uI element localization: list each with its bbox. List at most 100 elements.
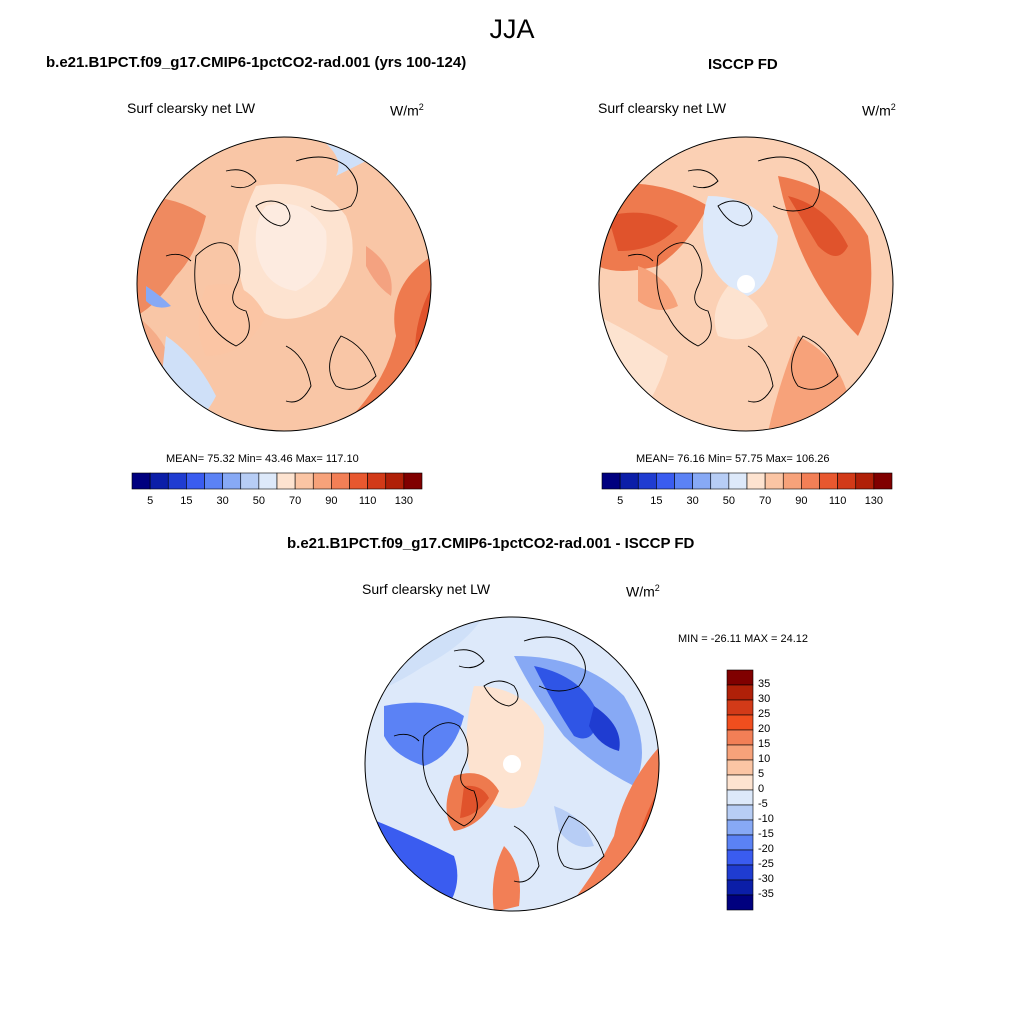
panel-3-colorbar-box xyxy=(726,894,754,911)
panel-1-colorbar-tick-label: 5 xyxy=(147,495,154,507)
panel-1-colorbar-tick-label: 110 xyxy=(358,495,377,507)
panel-3-colorbar-box xyxy=(726,834,754,851)
panel-3-colorbar-tick-label: -30 xyxy=(758,873,774,885)
panel-3-colorbar-box xyxy=(726,774,754,791)
panel-3-colorbar-box xyxy=(726,879,754,896)
panel-2-colorbar xyxy=(601,472,893,490)
panel-2-stats: MEAN= 76.16 Min= 57.75 Max= 106.26 xyxy=(636,453,830,465)
panel-2-colorbar-tick-label: 130 xyxy=(864,495,884,507)
panel-2-colorbar-box xyxy=(637,472,657,490)
panel-1-colorbar-box xyxy=(149,472,169,490)
panel-3-colorbar-tick-label: -20 xyxy=(758,843,774,855)
season-title: JJA xyxy=(489,14,535,44)
panel-3-colorbar-box xyxy=(726,714,754,731)
panel-3-colorbar-box xyxy=(726,864,754,881)
panel-1-subtitle: Surf clearsky net LW xyxy=(127,100,256,116)
panel-1-colorbar xyxy=(131,472,423,490)
panel-1-colorbar-box xyxy=(258,472,278,490)
panel-1-stats: MEAN= 75.32 Min= 43.46 Max= 117.10 xyxy=(166,453,359,465)
panel-2-colorbar-labels: 5 15 30 50 70 90 110 130 xyxy=(602,495,892,509)
panel-1-colorbar-box xyxy=(349,472,368,490)
panel-3-colorbar-tick-label: 0 xyxy=(758,783,765,795)
panel-1-colorbar-tick-label: 15 xyxy=(180,495,193,507)
panel-3-colorbar-tick-label: 10 xyxy=(758,753,771,765)
panel-2-subtitle: Surf clearsky net LW xyxy=(598,100,727,116)
panel-1-colorbar-box xyxy=(403,472,423,490)
panel-3-colorbar-tick-label: 25 xyxy=(758,708,771,720)
panel-3-colorbar-tick-label: -15 xyxy=(758,828,774,840)
panel-3-colorbar-labels: 35 30 25 20 15 10 5 0 -5 -10 -15 -20 -25 -30 -35 xyxy=(758,670,798,910)
panel-2-colorbar-box xyxy=(819,472,838,490)
panel-1-colorbar-tick-label: 30 xyxy=(216,495,229,507)
panel-3-colorbar-box xyxy=(726,819,754,836)
panel-2-colorbar-box xyxy=(692,472,712,490)
panel-1-colorbar-tick-label: 70 xyxy=(289,495,302,507)
panel-2-units: W/m2 xyxy=(862,102,896,119)
panel-3-units: W/m2 xyxy=(626,583,660,600)
panel-1-title: b.e21.B1PCT.f09_g17.CMIP6-1pctCO2-rad.00… xyxy=(46,54,467,71)
panel-3-colorbar-box xyxy=(726,744,754,761)
panel-3-colorbar-box xyxy=(726,849,754,866)
panel-2-colorbar-tick-label: 90 xyxy=(795,495,808,507)
panel-2-colorbar-tick-label: 110 xyxy=(828,495,847,507)
panel-1-colorbar-box xyxy=(186,472,205,490)
panel-2-colorbar-box xyxy=(619,472,639,490)
panel-3-colorbar-box xyxy=(726,729,754,746)
panel-1-colorbar-box xyxy=(167,472,187,490)
panel-2-colorbar-box xyxy=(674,472,693,490)
panel-2-colorbar-tick-label: 30 xyxy=(686,495,699,507)
panel-3-colorbar-tick-label: 20 xyxy=(758,723,771,735)
panel-3-colorbar-tick-label: 5 xyxy=(758,768,765,780)
panel-2-colorbar-box xyxy=(728,472,748,490)
panel-1-colorbar-box xyxy=(294,472,314,490)
panel-2-colorbar-tick-label: 70 xyxy=(759,495,772,507)
panel-1-colorbar-box xyxy=(385,472,405,490)
panel-3-colorbar-tick-label: 15 xyxy=(758,738,771,750)
panel-3-colorbar-tick-label: -35 xyxy=(758,888,774,900)
panel-2-title: ISCCP FD xyxy=(708,56,778,73)
panel-3-colorbar-tick-label: -25 xyxy=(758,858,774,870)
panel-3-subtitle: Surf clearsky net LW xyxy=(362,581,491,597)
panel-3-colorbar-box xyxy=(726,804,754,821)
panel-2-colorbar-box xyxy=(801,472,820,490)
panel-2-colorbar-tick-label: 50 xyxy=(722,495,735,507)
panel-1-colorbar-box xyxy=(276,472,296,490)
panel-1-colorbar-box xyxy=(367,472,387,490)
panel-3-colorbar-box xyxy=(726,684,754,701)
panel-2-colorbar-box xyxy=(746,472,766,490)
panel-3-colorbar-box xyxy=(726,669,754,686)
panel-3-colorbar xyxy=(726,669,754,911)
panel-1-colorbar-box xyxy=(131,472,151,490)
panel-1-colorbar-box xyxy=(331,472,350,490)
panel-3-stats: MIN = -26.11 MAX = 24.12 xyxy=(678,633,809,645)
panel-2-colorbar-box xyxy=(837,472,857,490)
panel-2-colorbar-box xyxy=(710,472,730,490)
panel-1-units: W/m2 xyxy=(390,102,424,119)
panel-3-colorbar-tick-label: -10 xyxy=(758,813,774,825)
panel-1-colorbar-tick-label: 130 xyxy=(394,495,414,507)
panel-1-polar-map xyxy=(136,136,432,432)
panel-3-colorbar-tick-label: 30 xyxy=(758,693,771,705)
panel-2-polar-map xyxy=(598,136,894,432)
panel-1-colorbar-box xyxy=(312,472,332,490)
panel-1-colorbar-box xyxy=(222,472,242,490)
panel-3-colorbar-tick-label: 35 xyxy=(758,678,771,690)
panel-3-title: b.e21.B1PCT.f09_g17.CMIP6-1pctCO2-rad.00… xyxy=(287,535,695,552)
panel-3-colorbar-box xyxy=(726,759,754,776)
panel-2-colorbar-box xyxy=(601,472,621,490)
panel-2-colorbar-box xyxy=(764,472,784,490)
panel-2-colorbar-box xyxy=(782,472,802,490)
panel-1-colorbar-box xyxy=(240,472,260,490)
panel-3-polar-map xyxy=(364,616,660,912)
panel-3-colorbar-box xyxy=(726,699,754,716)
panel-2-colorbar-tick-label: 15 xyxy=(650,495,663,507)
panel-1-colorbar-labels: 5 15 30 50 70 90 110 130 xyxy=(132,495,422,509)
panel-3-colorbar-box xyxy=(726,789,754,806)
panel-2-colorbar-box xyxy=(855,472,875,490)
panel-2-colorbar-tick-label: 5 xyxy=(617,495,624,507)
panel-2-colorbar-box xyxy=(656,472,675,490)
panel-1-colorbar-box xyxy=(204,472,223,490)
panel-1-colorbar-tick-label: 90 xyxy=(325,495,338,507)
panel-1-colorbar-tick-label: 50 xyxy=(252,495,265,507)
panel-2-colorbar-box xyxy=(873,472,893,490)
